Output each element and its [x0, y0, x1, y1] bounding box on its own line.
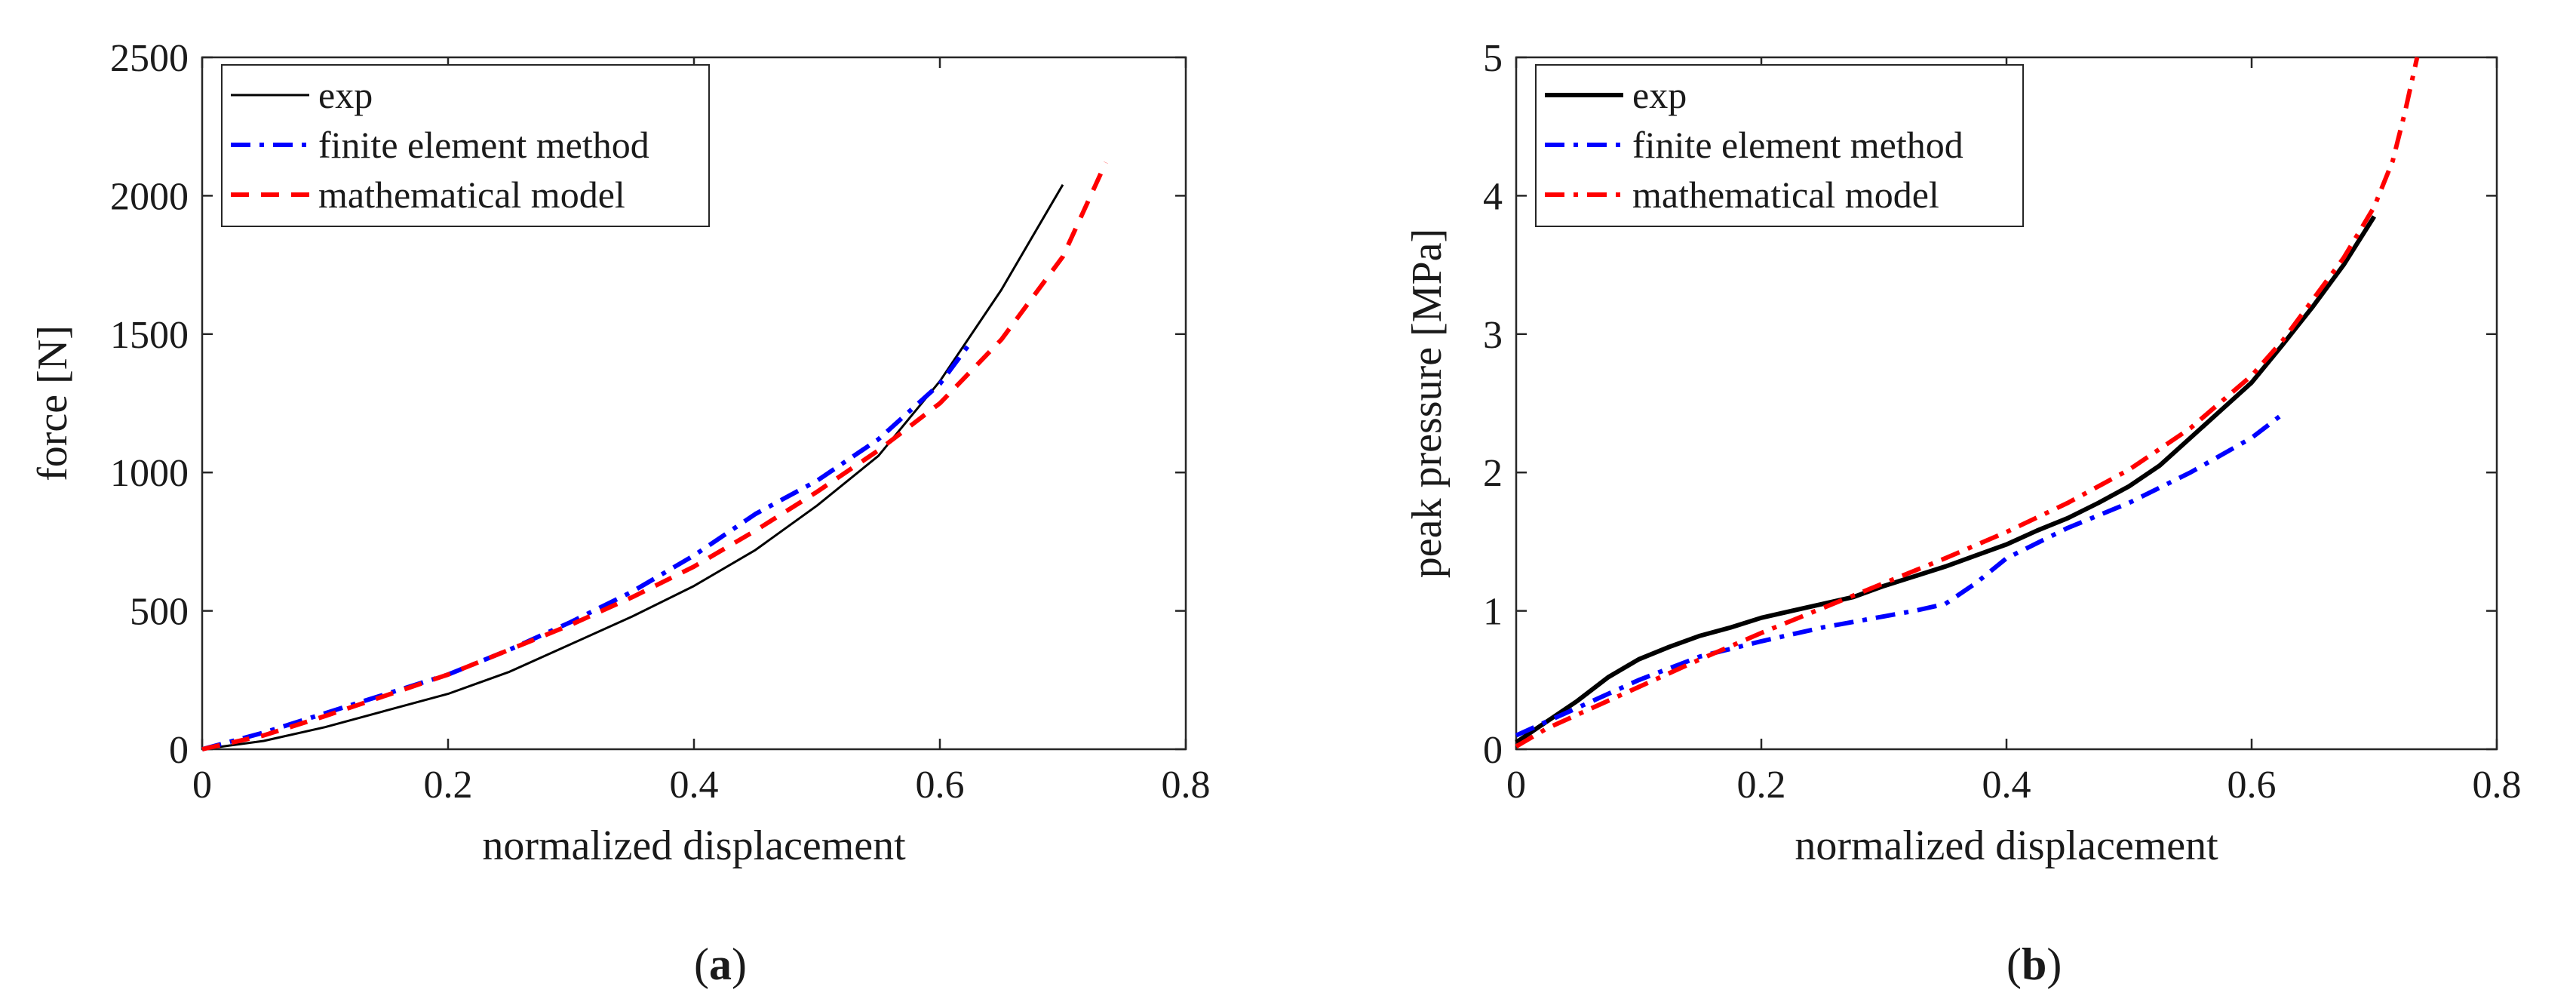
- chart-b-panel-label-open: (: [2006, 939, 2022, 989]
- chart-a-series-line: [201, 161, 1108, 752]
- chart-a-y-tick-label: 1000: [110, 452, 189, 495]
- chart-a-y-tick-label: 2000: [110, 175, 189, 218]
- chart-a-series-line: [201, 341, 973, 752]
- chart-a-x-tick-label: 0.8: [1162, 764, 1211, 807]
- chart-b-panel-label-letter: b: [2022, 939, 2046, 989]
- chart-a-x-tick-label: 0.6: [916, 764, 965, 807]
- chart-b-x-axis-label: normalized displacement: [1795, 822, 2218, 869]
- chart-a-y-axis-label: force [N]: [29, 325, 76, 481]
- chart-b-x-tick-label: 0.2: [1737, 764, 1786, 807]
- chart-a-x-tick-label: 0.2: [424, 764, 473, 807]
- chart-a-legend: exp finite element method mathematical mod…: [221, 64, 710, 227]
- chart-b-y-tick-label: 3: [1483, 314, 1503, 357]
- chart-a-panel-label-open: (: [694, 939, 709, 989]
- chart-a-x-tick-label: 0: [192, 764, 212, 807]
- chart-a-y-tick-label: 1500: [110, 314, 189, 357]
- chart-a-x-tick-label: 0.4: [670, 764, 719, 807]
- chart-b-y-tick-label: 2: [1483, 452, 1503, 495]
- chart-b-x-tick-label: 0.8: [2473, 764, 2522, 807]
- chart-b-x-tick-label: 0.6: [2228, 764, 2277, 807]
- chart-b-series-line: [1515, 215, 2377, 745]
- chart-b-series-line: [1515, 412, 2284, 738]
- chart-b-series-line: [1515, 57, 2420, 748]
- chart-b-panel-label-close: ): [2046, 939, 2062, 989]
- chart-a-panel-label-close: ): [732, 939, 747, 989]
- chart-a-panel-label: (a): [694, 939, 747, 989]
- chart-b-y-tick-label: 5: [1483, 37, 1503, 80]
- chart-a: 0 0.2 0.4 0.6 0.8 0 500 1000 1500 2000 2500 normali…: [29, 37, 1211, 989]
- chart-a-legend-label: exp: [318, 74, 373, 116]
- chart-b-y-axis-label: peak pressure [MPa]: [1404, 229, 1451, 578]
- chart-a-series-line: [201, 183, 1064, 751]
- chart-b-legend-label: mathematical model: [1632, 174, 1939, 216]
- chart-a-legend-label: finite element method: [318, 124, 649, 166]
- chart-b-x-tick-label: 0.4: [1982, 764, 2031, 807]
- chart-a-panel-label-letter: a: [709, 939, 732, 989]
- chart-a-x-axis-label: normalized displacement: [482, 822, 906, 869]
- chart-b-panel-label: (b): [2006, 939, 2062, 989]
- chart-b-legend-label: finite element method: [1632, 124, 1963, 166]
- chart-a-y-tick-label: 0: [169, 729, 189, 772]
- chart-a-y-tick-label: 2500: [110, 37, 189, 80]
- chart-b-y-tick-label: 1: [1483, 591, 1503, 634]
- chart-b-x-tick-label: 0: [1506, 764, 1526, 807]
- chart-b: 0 0.2 0.4 0.6 0.8 0 1 2 3 4 5 normalized displaceme…: [1404, 37, 2522, 989]
- chart-b-legend-label: exp: [1632, 74, 1687, 116]
- chart-a-y-tick-label: 500: [130, 591, 189, 634]
- chart-a-legend-label: mathematical model: [318, 174, 625, 216]
- chart-b-legend: exp finite element method mathematical mod…: [1535, 64, 2024, 227]
- chart-b-y-tick-label: 0: [1483, 729, 1503, 772]
- chart-b-y-tick-label: 4: [1483, 175, 1503, 218]
